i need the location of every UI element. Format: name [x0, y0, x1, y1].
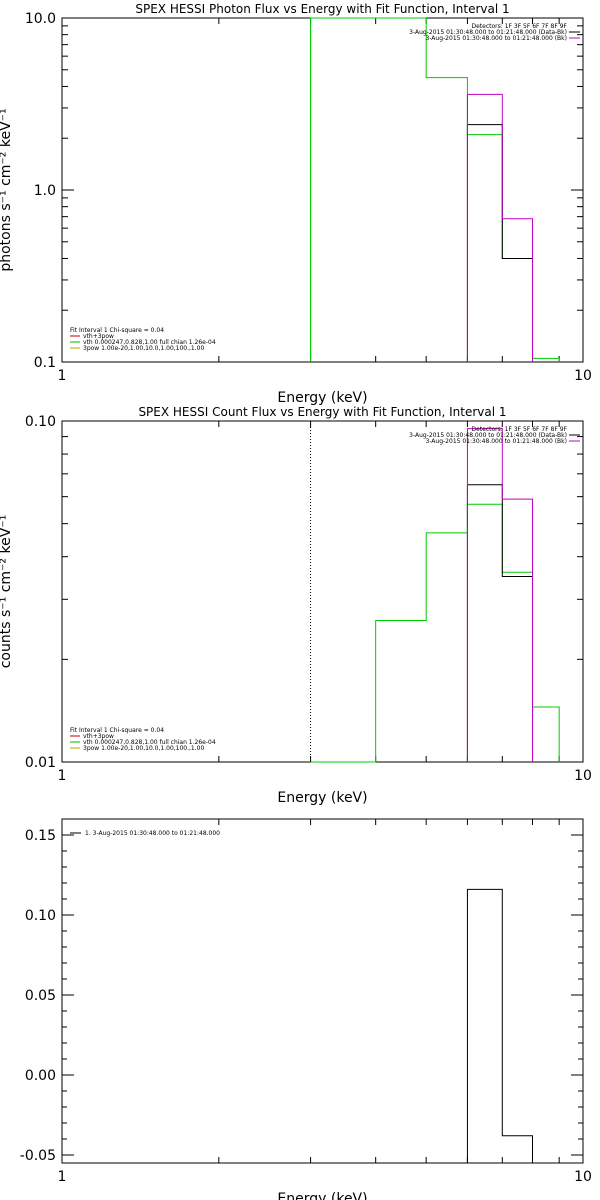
legend-entry-text: vth+3pow: [83, 733, 114, 740]
x-tick-label: 10: [574, 1169, 592, 1185]
legend-entry-text: Detectors: 1F 3F 5F 6F 7F 8F 9F: [471, 23, 567, 30]
series-histogram-line: [466, 484, 534, 762]
legend-entry-text: 3-Aug-2015 01:30:48.000 to 01:21:48.000 …: [425, 438, 567, 445]
legend-entry-text: 3-Aug-2015 01:30:48.000 to 01:21:48.000 …: [425, 35, 567, 42]
x-tick-label: 10: [574, 368, 592, 384]
y-tick-label: 0.15: [25, 828, 56, 844]
y-tick-label: 0.05: [25, 988, 56, 1004]
x-axis-label: Energy (keV): [277, 390, 367, 406]
y-tick-label: 0.1: [34, 355, 56, 371]
x-tick-label: 1: [58, 368, 67, 384]
legend-entry-text: 1. 3-Aug-2015 01:30:48.000 to 01:21:48.0…: [85, 830, 220, 837]
y-tick-label: 0.10: [25, 908, 56, 924]
y-axis-label: counts s⁻¹ cm⁻² keV⁻¹: [0, 515, 14, 669]
legend-entry-text: 3-Aug-2015 01:30:48.000 to 01:21:48.000 …: [409, 29, 567, 36]
plot-frame: [61, 420, 584, 763]
y-tick-label: 0.00: [25, 1068, 56, 1084]
y-tick-label: 10.0: [25, 11, 56, 27]
series-histogram-line: [466, 888, 534, 1163]
x-tick-label: 1: [58, 768, 67, 784]
series-histogram-line: [466, 93, 534, 362]
y-tick-label: -0.05: [20, 1148, 56, 1164]
chart-title: SPEX HESSI Photon Flux vs Energy with Fi…: [135, 2, 509, 16]
series-histogram-line: [466, 124, 534, 362]
x-tick-label: 10: [574, 768, 592, 784]
y-tick-label: 1.0: [34, 183, 56, 199]
plot-frame: [61, 818, 584, 1164]
series-histogram-line: [466, 428, 534, 762]
legend-entry-text: Fit Interval 1 Chi-square = 0.04: [70, 327, 164, 334]
series-histogram-line: [310, 503, 560, 763]
legend-entry-text: vth 0.000247,0.828,1.00 full chian 1.26e…: [83, 339, 216, 346]
legend-entry-text: Detectors: 1F 3F 5F 6F 7F 8F 9F: [471, 426, 567, 433]
y-axis-label: photons s⁻¹ cm⁻² keV⁻¹: [0, 108, 14, 271]
x-axis-label: Energy (keV): [277, 790, 367, 806]
legend-entry-text: vth 0.000247,0.828,1.00 full chian 1.26e…: [83, 739, 216, 746]
x-axis-label: Energy (keV): [277, 1191, 367, 1200]
legend-entry-text: 3-Aug-2015 01:30:48.000 to 01:21:48.000 …: [409, 432, 567, 439]
legend-entry-text: 3pow 1.00e-20,1.00,10.0,1.00,100.,1.00: [83, 745, 204, 752]
legend-entry-text: 3pow 1.00e-20,1.00,10.0,1.00,100.,1.00: [83, 345, 204, 352]
legend-entry-text: Fit Interval 1 Chi-square = 0.04: [70, 727, 164, 734]
chart-title: SPEX HESSI Count Flux vs Energy with Fit…: [138, 405, 506, 419]
series-histogram-line: [310, 17, 560, 362]
plot-frame: [61, 17, 584, 363]
legend-entry-text: vth+3pow: [83, 333, 114, 340]
y-tick-label: 0.01: [25, 755, 56, 771]
x-tick-label: 1: [58, 1169, 67, 1185]
y-tick-label: 0.10: [25, 414, 56, 430]
